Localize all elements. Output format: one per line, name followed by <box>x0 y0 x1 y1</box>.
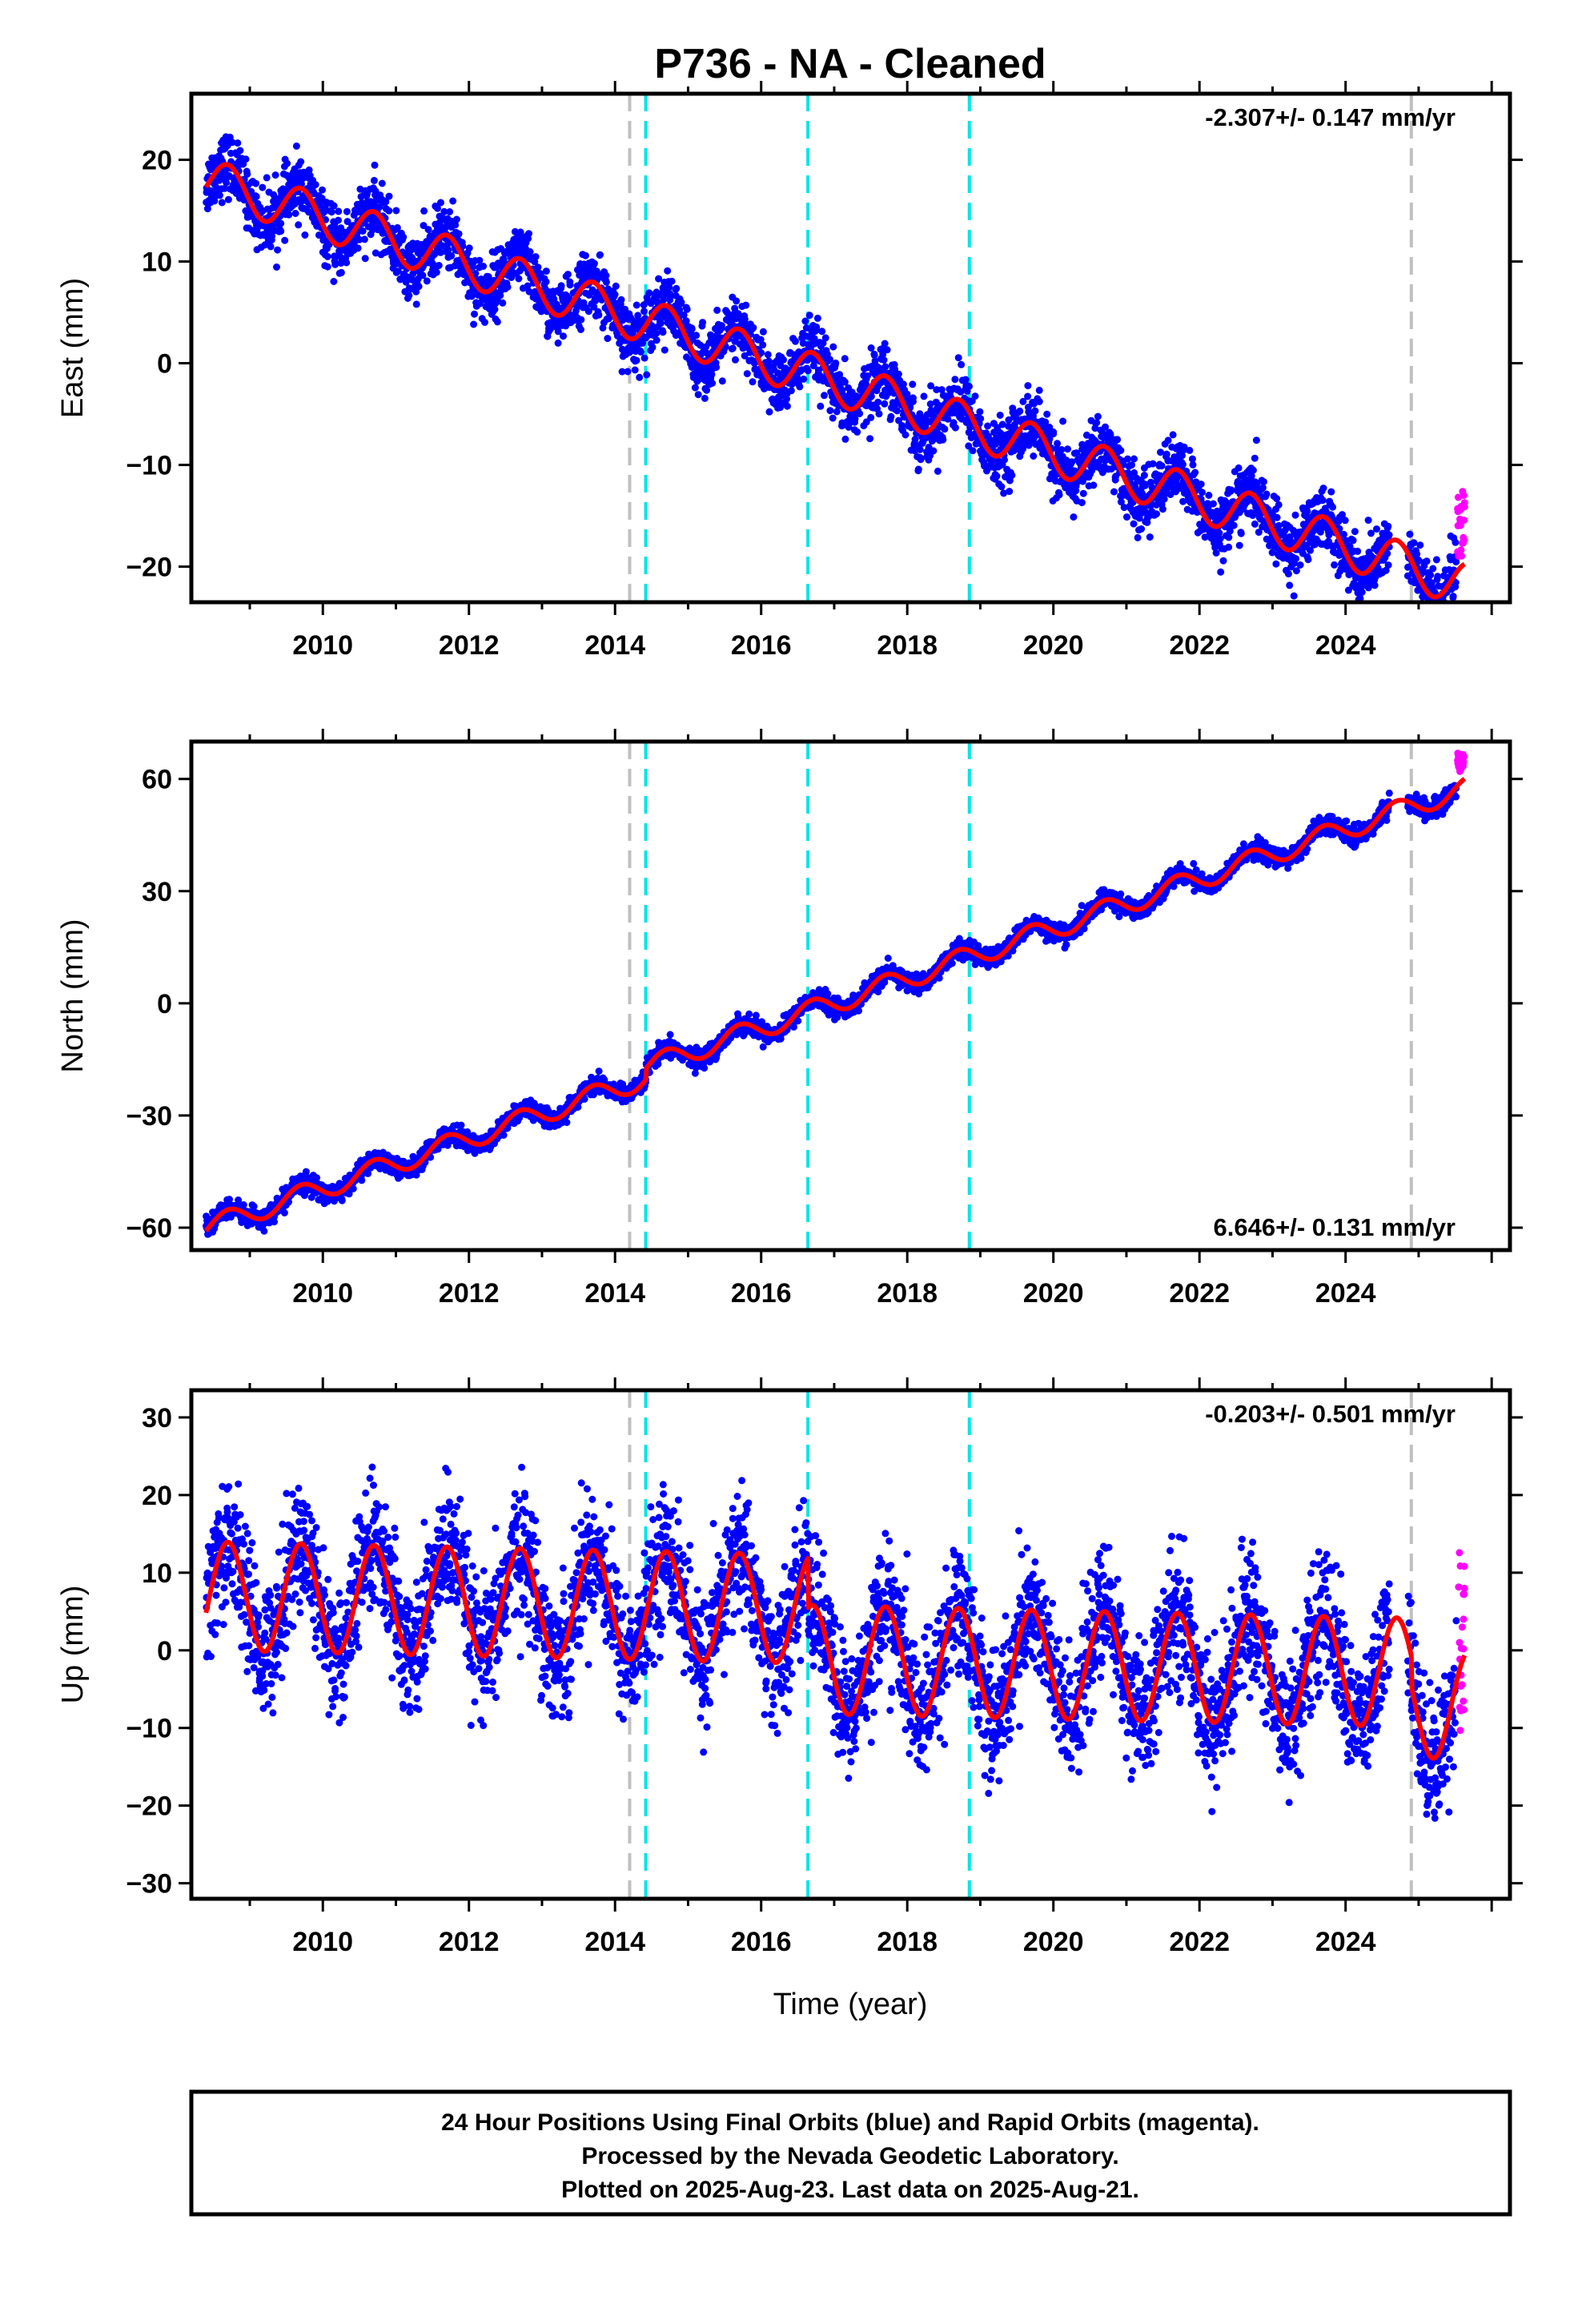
x-tick-label: 2024 <box>1315 630 1376 661</box>
x-tick-label: 2010 <box>292 1927 353 1957</box>
y-tick-label: −10 <box>126 451 172 481</box>
final-orbit-points <box>203 133 1460 602</box>
x-tick-label: 2016 <box>731 1278 792 1309</box>
plot-frame <box>189 91 1512 605</box>
x-tick-label: 2020 <box>1023 1927 1084 1957</box>
x-tick-label: 2016 <box>731 1927 792 1957</box>
x-tick-label: 2010 <box>292 630 353 661</box>
y-tick-label: −60 <box>126 1213 172 1244</box>
rapid-orbit-points <box>1454 488 1468 561</box>
y-axis-label: North (mm) <box>56 919 90 1072</box>
footer-line-1: 24 Hour Positions Using Final Orbits (bl… <box>441 2109 1259 2136</box>
y-tick-label: −20 <box>126 553 172 583</box>
x-tick-label: 2012 <box>439 1278 500 1309</box>
rapid-orbit-points <box>1455 1549 1468 1735</box>
x-tick-label: 2014 <box>584 1927 645 1957</box>
north-panel: 2010 2012 2014 2016 2018 2020 2022 2024 60 30 0 −30… <box>56 729 1523 1309</box>
x-axis-label: Time (year) <box>773 1988 928 2021</box>
data-layer <box>203 94 1468 602</box>
model-fit-line <box>203 1539 1468 1761</box>
y-tick-label: 0 <box>157 349 172 380</box>
y-tick-label: −10 <box>126 1714 172 1744</box>
y-tick-label: −20 <box>126 1791 172 1822</box>
y-tick-label: 10 <box>142 1558 172 1589</box>
footer-line-2: Processed by the Nevada Geodetic Laborat… <box>581 2143 1118 2169</box>
x-tick-label: 2016 <box>731 630 792 661</box>
y-tick-label: 20 <box>142 146 172 176</box>
up-panel: 2010 2012 2014 2016 2018 2020 2022 20243020100−… <box>56 1377 1523 1957</box>
x-tick-label: 2022 <box>1169 630 1230 661</box>
footer-line-3: Plotted on 2025-Aug-23. Last data on 202… <box>561 2177 1139 2203</box>
x-tick-label: 2018 <box>877 630 938 661</box>
east-panel: 2010 2012 2014 2016 2018 2020 2022 202420100−10… <box>56 81 1523 661</box>
y-axis-label: East (mm) <box>56 278 90 418</box>
x-tick-label: 2020 <box>1023 1278 1084 1309</box>
velocity-label: -2.307+/- 0.147 mm/yr <box>1205 103 1456 131</box>
footer-frame <box>189 2089 1512 2217</box>
x-tick-label: 2024 <box>1315 1278 1376 1309</box>
y-tick-label: 20 <box>142 1481 172 1511</box>
y-tick-label: 0 <box>157 1636 172 1667</box>
x-tick-label: 2014 <box>584 1278 645 1309</box>
velocity-label: -0.203+/- 0.501 mm/yr <box>1205 1400 1456 1428</box>
plot-frame <box>189 1388 1512 1901</box>
figure-title: P736 - NA - Cleaned <box>654 41 1046 87</box>
data-layer <box>203 1390 1468 1899</box>
x-tick-label: 2022 <box>1169 1927 1230 1957</box>
x-tick-label: 2012 <box>439 630 500 661</box>
y-tick-label: 0 <box>157 989 172 1019</box>
final-orbit-points <box>203 782 1460 1238</box>
y-tick-label: −30 <box>126 1101 172 1132</box>
x-tick-label: 2012 <box>439 1927 500 1957</box>
x-tick-label: 2014 <box>584 630 645 661</box>
y-tick-label: 30 <box>142 877 172 907</box>
x-tick-label: 2020 <box>1023 630 1084 661</box>
y-tick-label: 60 <box>142 765 172 795</box>
x-tick-label: 2018 <box>877 1927 938 1957</box>
x-tick-label: 2010 <box>292 1278 353 1309</box>
x-tick-label: 2018 <box>877 1278 938 1309</box>
footer-box: 24 Hour Positions Using Final Orbits (bl… <box>189 2089 1512 2217</box>
plot-background <box>191 94 1510 602</box>
y-tick-label: 10 <box>142 247 172 278</box>
y-axis-label: Up (mm) <box>56 1586 90 1704</box>
x-tick-label: 2024 <box>1315 1927 1376 1957</box>
velocity-label: 6.646+/- 0.131 mm/yr <box>1214 1213 1456 1241</box>
data-layer <box>203 742 1468 1250</box>
y-tick-label: 30 <box>142 1403 172 1433</box>
model-fit-line <box>203 777 1467 1233</box>
y-tick-label: −30 <box>126 1869 172 1900</box>
x-tick-label: 2022 <box>1169 1278 1230 1309</box>
model-fit-line <box>203 162 1467 600</box>
rapid-orbit-points <box>1454 750 1468 775</box>
plot-frame <box>189 739 1512 1252</box>
